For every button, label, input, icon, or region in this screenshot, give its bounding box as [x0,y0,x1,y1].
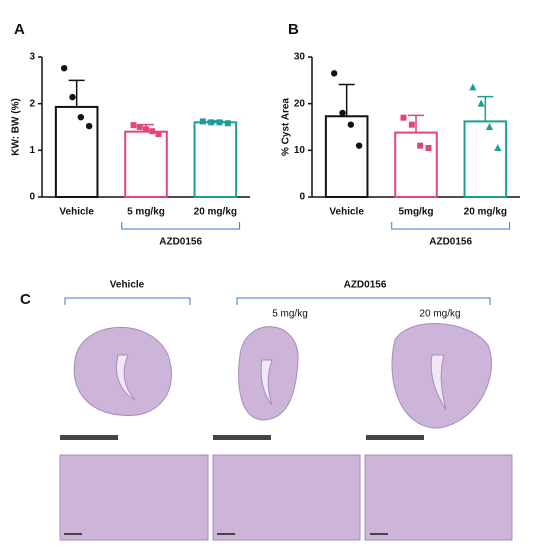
bracket [64,297,191,305]
data-point [339,109,346,117]
data-point [216,119,223,126]
data-point [130,122,137,129]
data-point [77,114,85,121]
data-point [330,70,338,77]
dose-label: 5 mg/kg [272,309,308,320]
data-point [485,123,494,130]
data-point [469,83,477,91]
data-point [155,131,162,137]
bracket [236,297,491,305]
data-point [199,118,206,125]
y-tick-label: 1 [29,145,35,156]
data-point [224,120,231,127]
error-bar [408,114,424,133]
scale-bar [60,435,424,535]
group-label: AZD0156 [159,237,202,248]
data-point [85,122,93,130]
data-point [149,128,156,135]
y-axis-title: % Cyst Area [281,98,292,156]
x-tick-label: 5 mg/kg [127,207,165,218]
data-point [347,121,355,128]
y-axis-title: KW: BW (%) [11,98,22,156]
data-point [355,142,363,149]
bar [124,130,168,199]
group-bracket [391,222,511,230]
bar [324,115,369,198]
group-label: Vehicle [110,280,145,291]
data-point [408,121,415,128]
x-tick-label: 20 mg/kg [194,207,237,218]
data-point [208,119,215,126]
data-point [494,144,502,151]
y-tick-label: 30 [294,52,306,63]
data-point [136,124,143,130]
group-label: AZD0156 [429,237,472,248]
data-point [477,99,485,107]
bar [54,105,99,198]
histology [59,323,513,541]
panel-label: B [288,21,299,38]
bar [193,121,238,198]
y-tick-label: 20 [294,98,306,109]
x-tick-label: 5mg/kg [398,207,433,218]
data-point [143,126,149,133]
data-point [400,114,407,121]
panel-label: A [14,21,25,38]
error-bar [477,95,494,122]
data-point [425,145,432,151]
y-tick-label: 2 [29,98,35,109]
y-tick-label: 0 [299,192,305,203]
y-tick-label: 10 [294,145,306,156]
data-point [60,65,68,72]
x-tick-label: Vehicle [59,207,94,218]
x-tick-label: Vehicle [329,207,364,218]
panel-label: C [20,291,31,308]
y-tick-label: 0 [29,192,35,203]
error-bar [338,83,355,117]
data-point [69,93,76,101]
dose-label: 20 mg/kg [419,309,460,320]
bar [463,120,508,198]
x-tick-label: 20 mg/kg [464,207,507,218]
bar [394,131,438,199]
data-point [417,142,424,149]
error-bar [68,79,85,107]
y-tick-label: 3 [29,52,35,63]
group-label: AZD0156 [344,280,387,291]
group-bracket [121,222,241,230]
